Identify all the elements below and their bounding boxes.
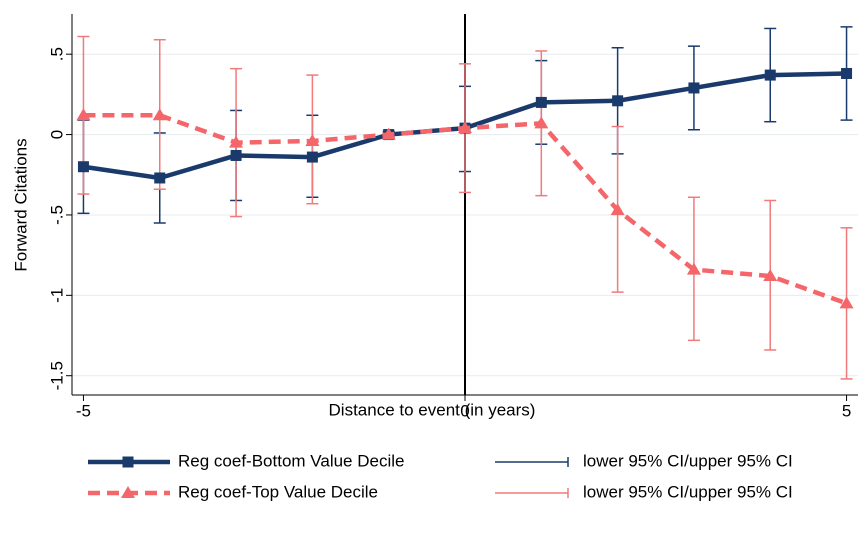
point	[764, 69, 776, 81]
point	[688, 82, 700, 94]
y-axis-title: Forward Citations	[11, 138, 30, 271]
point	[305, 134, 320, 146]
y-tick-label: 0	[47, 130, 66, 139]
y-tick-label: .5	[47, 47, 66, 61]
legend-label: lower 95% CI/upper 95% CI	[583, 451, 793, 470]
y-tick-label: -1	[47, 288, 66, 303]
point	[229, 135, 244, 148]
x-tick-label: 5	[842, 401, 851, 420]
point	[535, 96, 547, 108]
point	[839, 296, 854, 309]
point	[77, 161, 89, 173]
y-tick-label: -.5	[47, 205, 66, 225]
point	[152, 108, 167, 121]
point	[610, 203, 625, 216]
point	[763, 269, 778, 282]
point	[841, 67, 853, 79]
point	[534, 116, 549, 129]
y-tick-label: -1.5	[47, 361, 66, 390]
legend-marker	[121, 486, 135, 498]
point	[76, 108, 91, 121]
point	[612, 95, 624, 107]
point	[154, 172, 166, 184]
legend-label: Reg coef-Bottom Value Decile	[178, 451, 404, 470]
point	[381, 127, 396, 140]
point	[458, 121, 472, 134]
point	[306, 151, 318, 163]
x-tick-label: 0	[460, 401, 469, 420]
x-tick-label: -5	[76, 401, 91, 420]
legend-label: Reg coef-Top Value Decile	[178, 482, 378, 501]
legend-marker	[122, 456, 134, 468]
point	[230, 149, 242, 161]
point	[686, 262, 701, 275]
legend-label: lower 95% CI/upper 95% CI	[583, 482, 793, 501]
x-axis-title: Distance to event (in years)	[329, 400, 536, 419]
